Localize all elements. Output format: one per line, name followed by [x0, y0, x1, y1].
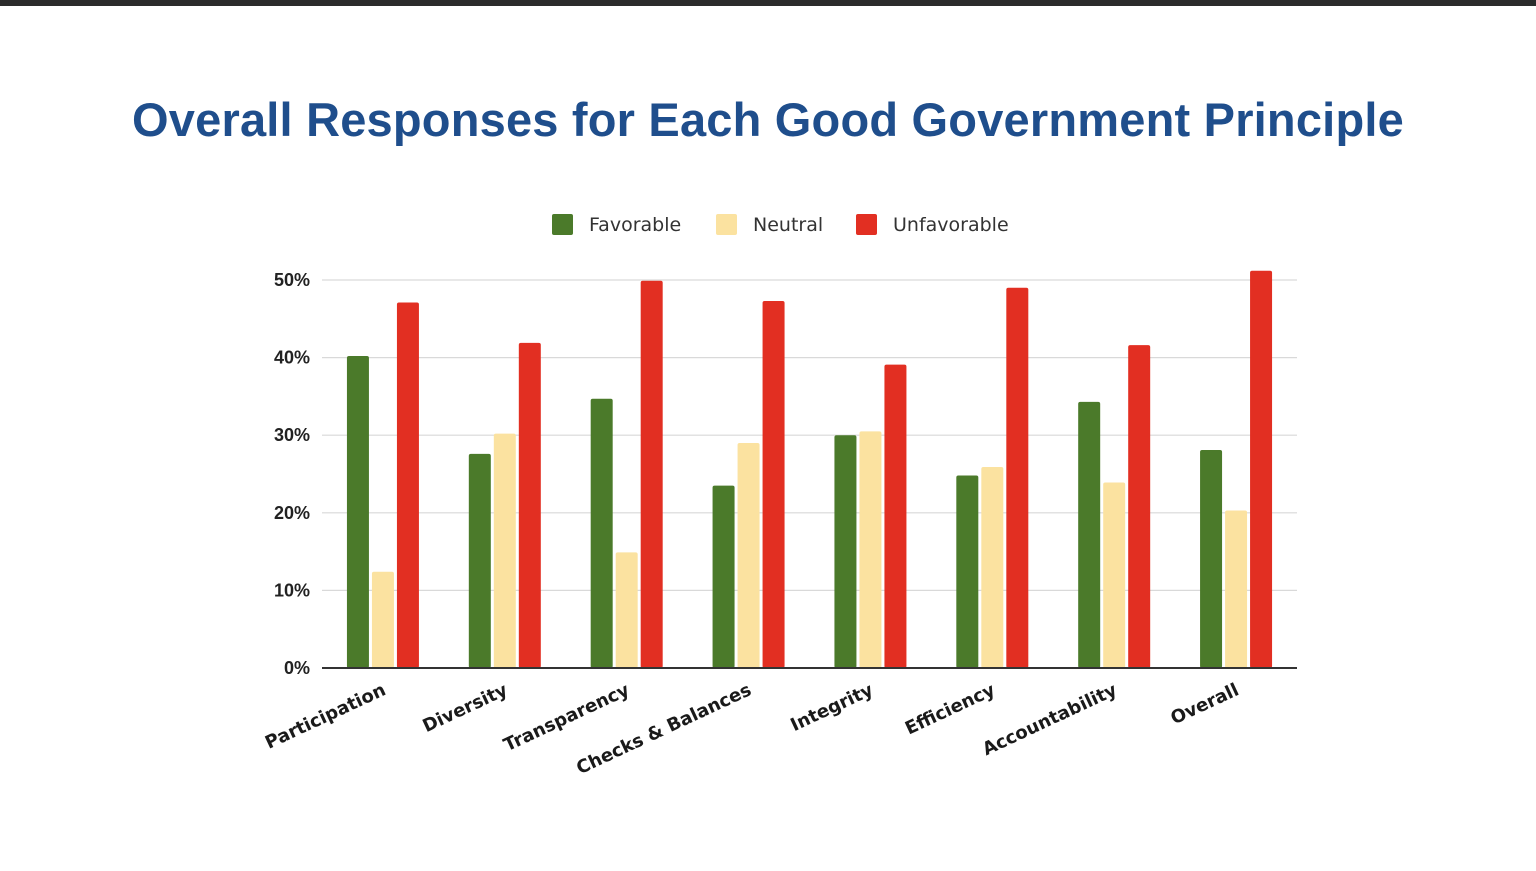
bar-favorable-overall — [1200, 449, 1223, 668]
bar-unfavorable-efficiency — [1006, 287, 1029, 668]
x-category-label: Integrity — [787, 679, 876, 736]
bar-neutral-efficiency — [981, 467, 1004, 668]
bar-unfavorable-overall — [1250, 270, 1273, 668]
y-tick-label: 0% — [284, 658, 310, 678]
y-tick-label: 20% — [274, 503, 310, 523]
bar-neutral-accountability — [1103, 482, 1126, 668]
top-bar — [0, 0, 1536, 6]
bar-neutral-participation — [371, 571, 394, 668]
category-labels: Participation DiversityTransparencyChecks… — [262, 679, 1242, 779]
bar-neutral-transparency — [615, 552, 638, 668]
y-tick-label: 40% — [274, 348, 310, 368]
bars — [346, 270, 1273, 668]
bar-favorable-efficiency — [956, 475, 979, 668]
x-category-label: Efficiency — [902, 679, 999, 739]
bar-unfavorable-accountability — [1128, 345, 1151, 668]
legend-swatch-unfavorable — [856, 214, 877, 235]
bar-favorable-participation — [346, 356, 369, 668]
slide-title: Overall Responses for Each Good Governme… — [132, 93, 1404, 146]
x-category-label: Participation — [262, 679, 389, 753]
legend: Favorable Neutral Unfavorable — [552, 214, 1009, 236]
legend-label-favorable: Favorable — [589, 214, 681, 236]
y-tick-label: 10% — [274, 580, 310, 600]
legend-label-unfavorable: Unfavorable — [893, 214, 1009, 236]
bar-favorable-transparency — [590, 398, 613, 668]
legend-swatch-neutral — [716, 214, 737, 235]
legend-swatch-favorable — [552, 214, 573, 235]
bar-neutral-overall — [1225, 510, 1248, 668]
grid-lines — [322, 279, 1297, 592]
x-category-label: Overall — [1167, 679, 1242, 729]
bar-unfavorable-checks-balances — [762, 300, 785, 668]
bar-unfavorable-integrity — [884, 364, 907, 668]
y-tick-label: 50% — [274, 270, 310, 290]
bar-favorable-accountability — [1078, 401, 1101, 668]
bar-favorable-diversity — [468, 453, 491, 668]
y-axis-ticks: 0% 10% 20% 30% 40% 50% — [274, 270, 310, 678]
y-tick-label: 30% — [274, 425, 310, 445]
bar-neutral-diversity — [493, 433, 516, 668]
bar-unfavorable-participation — [396, 302, 419, 668]
bar-unfavorable-transparency — [640, 280, 663, 668]
bar-neutral-checks-balances — [737, 442, 760, 668]
bar-neutral-integrity — [859, 431, 882, 668]
bar-favorable-integrity — [834, 435, 857, 668]
bar-unfavorable-diversity — [518, 342, 541, 668]
legend-label-neutral: Neutral — [753, 214, 823, 236]
x-category-label: Diversity — [419, 679, 511, 737]
x-category-label: Accountability — [979, 679, 1120, 760]
bar-favorable-checks-balances — [712, 485, 735, 668]
